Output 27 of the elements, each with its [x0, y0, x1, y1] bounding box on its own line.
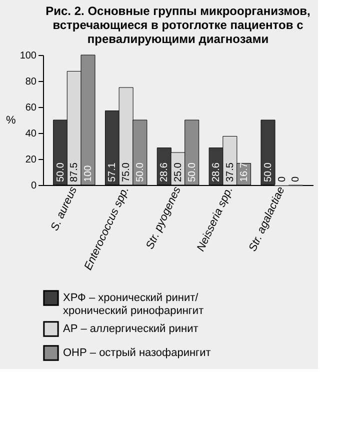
data-label: 28.6	[211, 162, 222, 182]
data-label: 0	[290, 176, 302, 182]
data-label: 28.6	[159, 162, 170, 182]
data-label: 100	[83, 164, 94, 182]
data-label: 25.0	[173, 162, 184, 182]
data-label: 50.0	[55, 162, 66, 182]
data-label: 50.0	[186, 162, 198, 182]
y-tick-label: 0	[30, 180, 37, 192]
legend-label: ОНР – острый назофарингит	[63, 347, 211, 359]
legend-label: ХРФ – хронический ринит/ хронический ринофарингит	[63, 292, 204, 317]
data-label: 50.0	[263, 162, 274, 182]
data-label: 0	[276, 176, 288, 182]
data-label: 57.1	[107, 162, 118, 182]
y-tick-label: 20	[25, 154, 37, 166]
y-axis-title: %	[6, 114, 16, 126]
legend-label: АР – аллергический ринит	[63, 323, 198, 335]
data-label: 50.0	[134, 162, 146, 182]
x-tick-label: S. aureus	[48, 184, 80, 233]
y-tick-label: 100	[20, 50, 37, 62]
data-label: 87.5	[69, 162, 80, 182]
y-tick-label: 80	[25, 76, 37, 88]
chart-title: Рис. 2. Основные группы микроорганизмов, встречающиеся в ротоглотке пациентов с превалирующими диагнозами	[46, 4, 310, 46]
y-tick-label: 40	[25, 128, 37, 140]
data-label: 16.7	[238, 162, 250, 182]
data-label: 37.5	[224, 162, 236, 182]
data-label: 75.0	[121, 162, 132, 182]
y-tick-label: 60	[25, 102, 37, 114]
